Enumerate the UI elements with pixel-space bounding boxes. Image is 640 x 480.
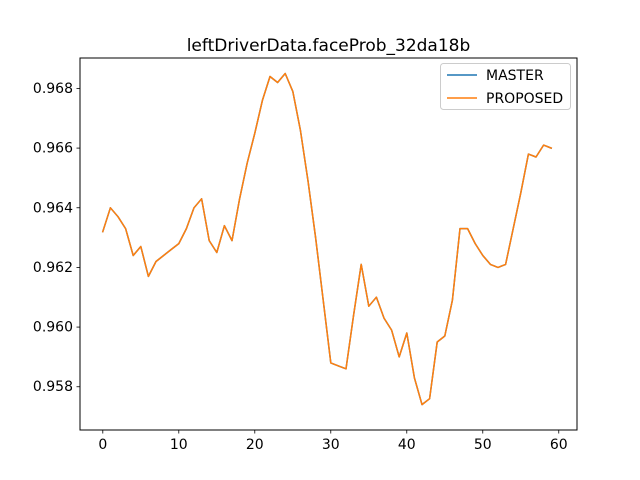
chart-title: leftDriverData.faceProb_32da18b <box>187 36 471 56</box>
legend-label: PROPOSED <box>486 91 563 107</box>
series-line-proposed <box>101 72 553 406</box>
x-axis: 0 10 20 30 40 50 60 <box>98 430 568 453</box>
legend-entries: MASTER PROPOSED <box>447 68 563 107</box>
y-tick-label: 0.964 <box>33 200 73 216</box>
plot-lines <box>101 72 553 406</box>
y-tick-label: 0.958 <box>33 379 73 395</box>
y-tick-label: 0.966 <box>33 141 73 157</box>
legend-label: MASTER <box>486 68 544 84</box>
x-tick-label: 40 <box>398 437 416 453</box>
x-tick-label: 50 <box>474 437 492 453</box>
plot-area <box>79 57 578 431</box>
y-axis: 0.958 0.960 0.962 0.964 0.966 0.968 <box>33 81 80 395</box>
x-tick-label: 0 <box>98 437 107 453</box>
x-tick-label: 20 <box>246 437 264 453</box>
x-tick-label: 60 <box>550 437 568 453</box>
y-tick-label: 0.960 <box>33 320 73 336</box>
y-tick-label: 0.962 <box>33 260 73 276</box>
y-tick-label: 0.968 <box>33 81 73 97</box>
legend: MASTER PROPOSED <box>440 63 571 110</box>
x-tick-label: 10 <box>170 437 188 453</box>
x-tick-label: 30 <box>322 437 340 453</box>
